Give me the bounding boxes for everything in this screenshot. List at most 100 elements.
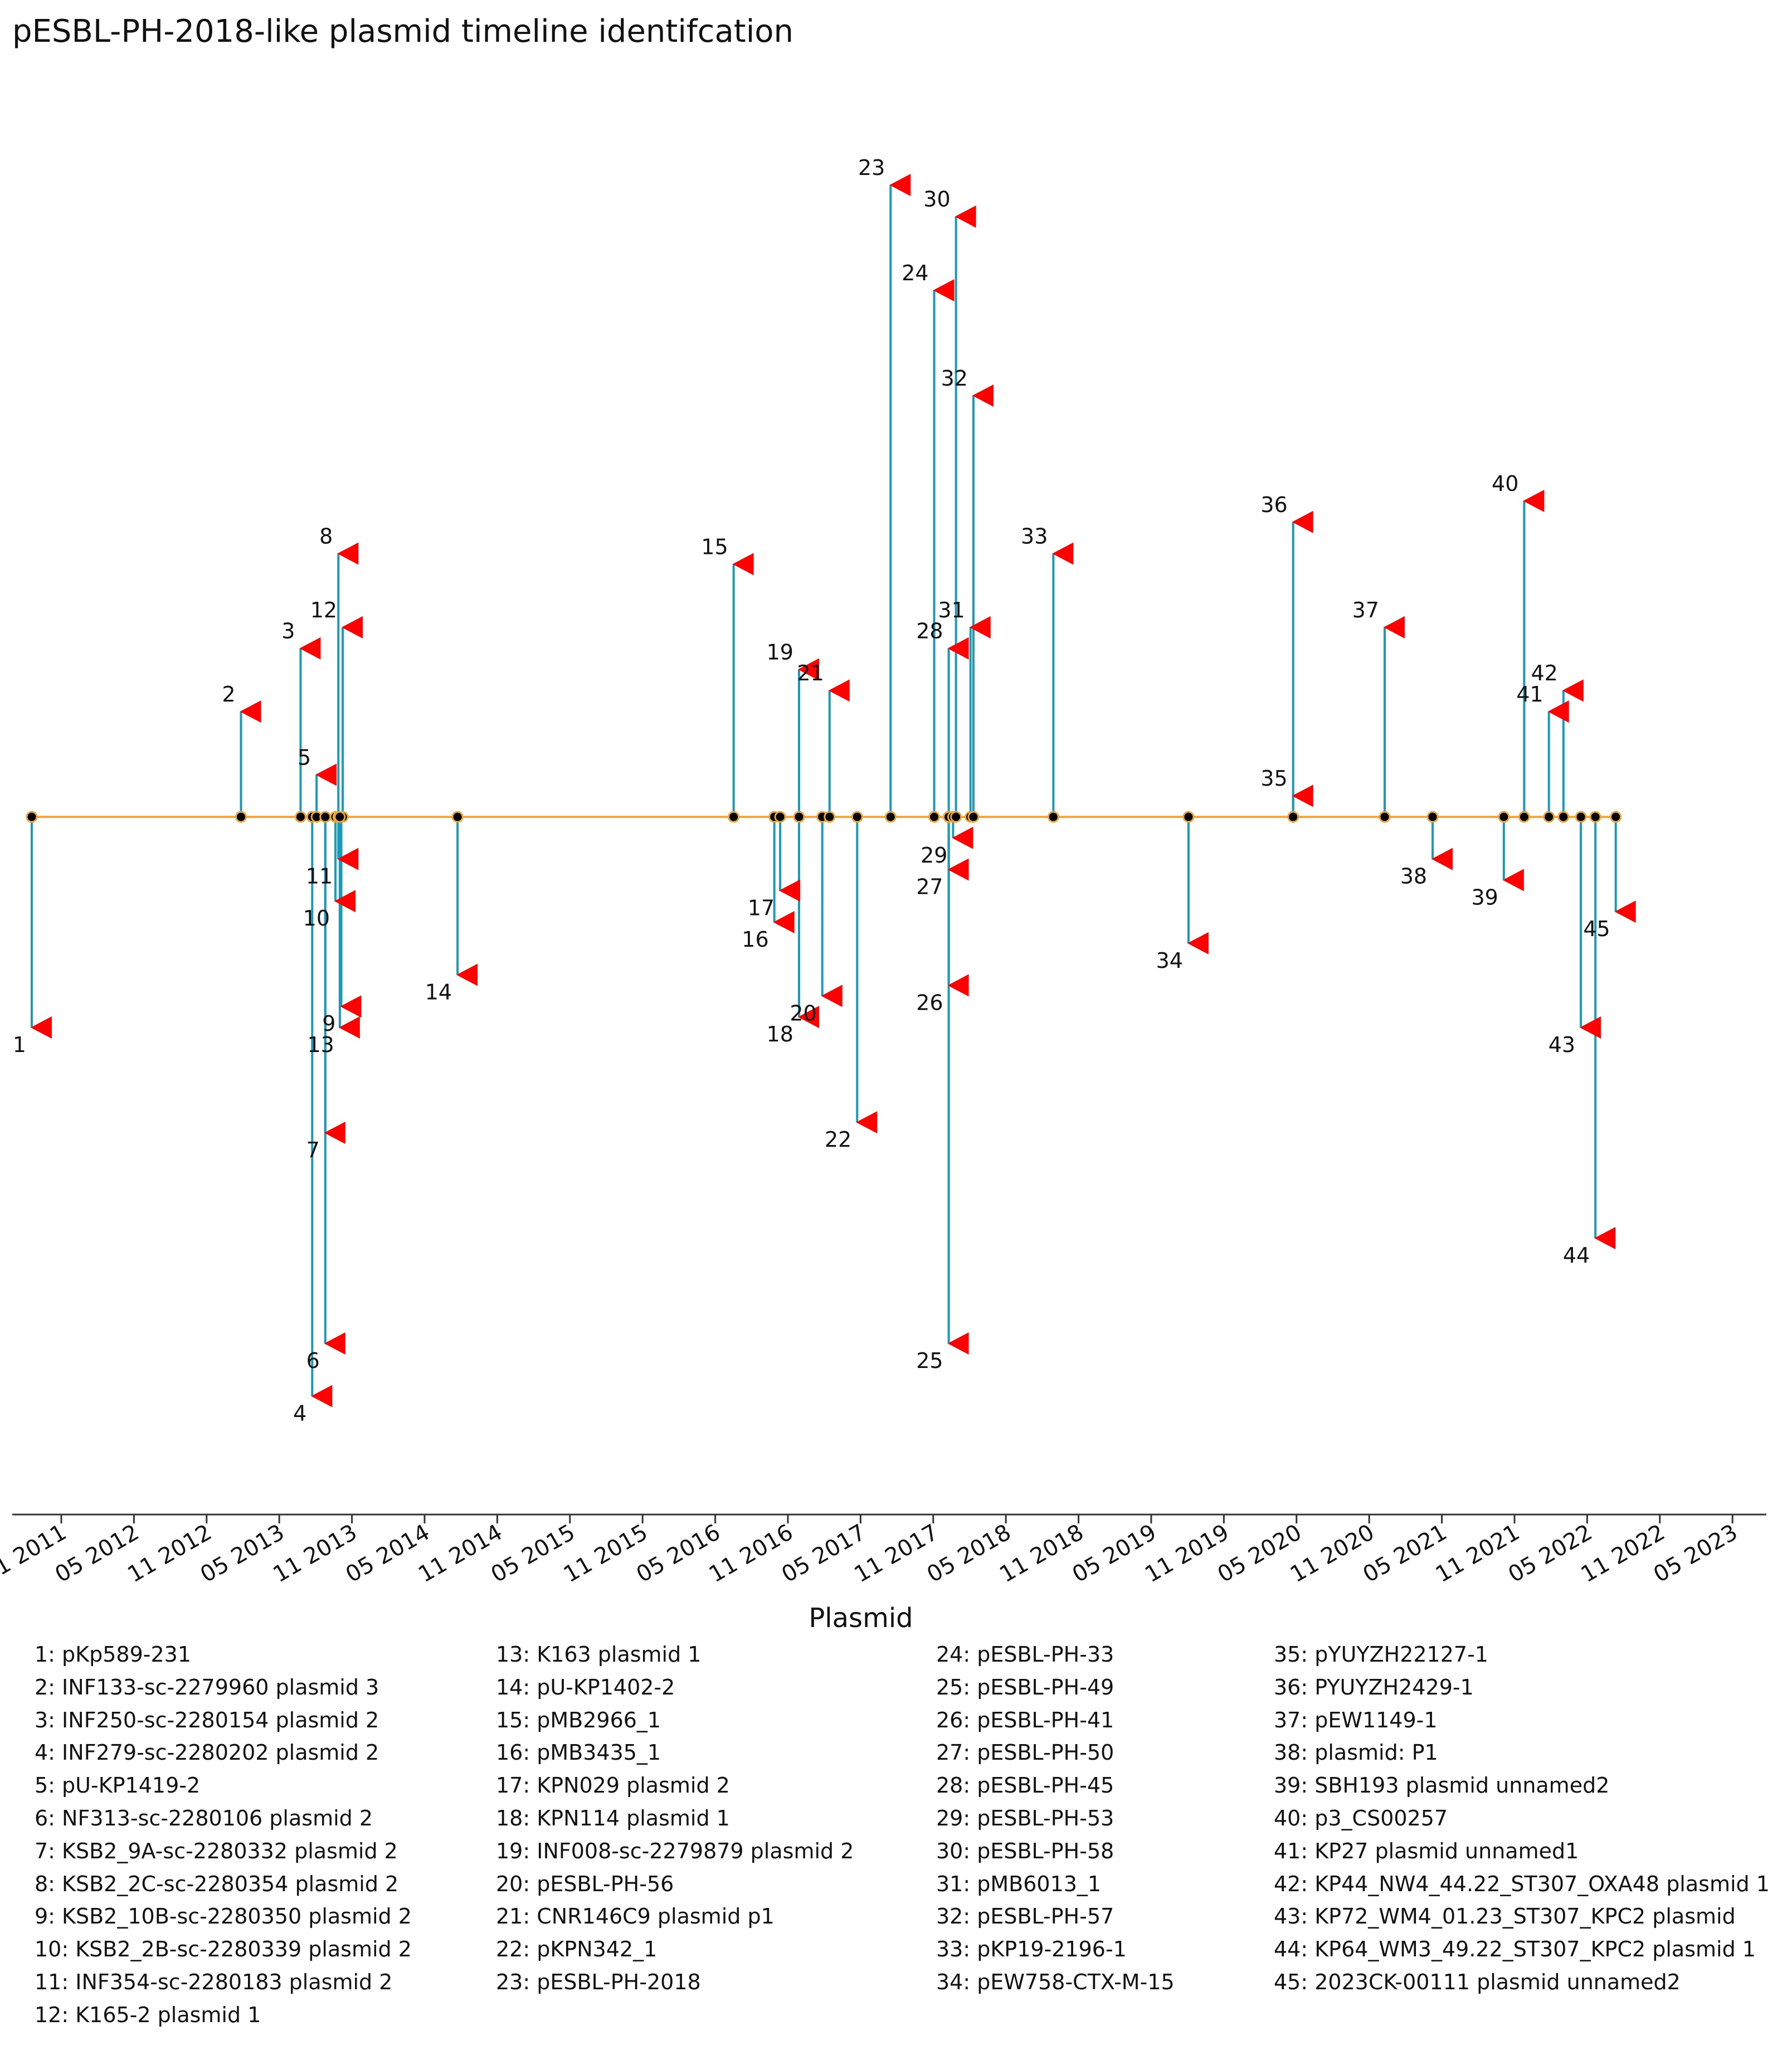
event-dot [1287, 811, 1299, 823]
event-marker [955, 205, 976, 228]
event-marker [779, 879, 801, 902]
legend-column: 24: pESBL-PH-33 25: pESBL-PH-49 26: pESBL-… [936, 1638, 1175, 1999]
event-marker [947, 974, 969, 997]
event-marker [1384, 616, 1405, 639]
x-tick-label: 11 2019 [1141, 1520, 1233, 1588]
x-tick-label: 05 2015 [487, 1520, 580, 1588]
legend-item: 16: pMB3435_1 [496, 1740, 661, 1765]
event-label: 13 [308, 1033, 334, 1057]
event-marker [1052, 542, 1074, 565]
x-tick-label: 05 2013 [196, 1520, 289, 1588]
legend-column: 35: pYUYZH22127-1 36: PYUYZH2429-1 37: pEW… [1274, 1638, 1770, 1999]
event-label: 42 [1531, 661, 1557, 685]
event-marker [1580, 1016, 1601, 1039]
event-label: 43 [1548, 1033, 1575, 1057]
legend-item: 33: pKP19-2196-1 [936, 1937, 1127, 1962]
event-dot [235, 811, 247, 823]
event-dot [1047, 811, 1059, 823]
event-label: 35 [1260, 766, 1287, 791]
event-marker [240, 700, 261, 723]
event-marker [299, 637, 321, 660]
event-marker [1594, 1227, 1616, 1249]
event-marker [337, 848, 359, 870]
event-label: 34 [1156, 948, 1183, 973]
event-marker [1523, 490, 1545, 512]
event-dot [26, 811, 38, 823]
event-label: 3 [281, 619, 295, 644]
event-label: 9 [322, 1011, 335, 1036]
event-marker [972, 384, 994, 407]
event-dot [1426, 811, 1439, 823]
legend-item: 3: INF250-sc-2280154 plasmid 2 [35, 1707, 379, 1732]
x-tick-label: 11 2022 [1577, 1520, 1669, 1588]
event-marker [315, 763, 337, 786]
event-label: 38 [1400, 864, 1427, 889]
legend-item: 29: pESBL-PH-53 [936, 1805, 1114, 1830]
x-tick-label: 11 2015 [559, 1520, 652, 1588]
event-label: 45 [1583, 917, 1610, 941]
event-dot [728, 811, 740, 823]
legend-column: 1: pKp589-231 2: INF133-sc-2279960 plasmi… [35, 1638, 412, 2032]
x-axis-label: Plasmid [809, 1603, 913, 1633]
event-label: 23 [858, 155, 885, 180]
event-marker [947, 637, 969, 660]
legend-item: 44: KP64_WM3_49.22_ST307_KPC2 plasmid 1 [1274, 1937, 1756, 1962]
event-dot [334, 811, 346, 823]
event-marker [324, 1332, 345, 1355]
event-marker [456, 963, 478, 986]
x-tick-label: 05 2018 [923, 1520, 1015, 1588]
event-marker [947, 858, 969, 881]
legend-item: 4: INF279-sc-2280202 plasmid 2 [35, 1740, 379, 1765]
event-label: 31 [938, 598, 965, 622]
event-marker [338, 1016, 360, 1039]
x-tick-label: 11 2014 [414, 1520, 507, 1588]
event-dot [884, 811, 897, 823]
legend-item: 32: pESBL-PH-57 [936, 1904, 1114, 1929]
event-marker [856, 1111, 878, 1134]
legend-item: 17: KPN029 plasmid 2 [496, 1773, 730, 1798]
legend-item: 41: KP27 plasmid unnamed1 [1274, 1838, 1579, 1863]
event-dot [967, 811, 980, 823]
x-tick-label: 05 2016 [632, 1520, 724, 1588]
event-label: 7 [306, 1138, 320, 1162]
legend-item: 37: pEW1149-1 [1274, 1707, 1438, 1732]
event-label: 36 [1260, 493, 1287, 517]
legend-item: 39: SBH193 plasmid unnamed2 [1274, 1773, 1610, 1798]
event-marker [969, 616, 991, 639]
legend-item: 19: INF008-sc-2279879 plasmid 2 [496, 1838, 854, 1863]
event-label: 27 [916, 875, 943, 899]
event-dot [774, 811, 786, 823]
event-label: 39 [1472, 885, 1498, 909]
legend-item: 20: pESBL-PH-56 [496, 1871, 674, 1896]
event-dot [1543, 811, 1555, 823]
event-dot [1182, 811, 1195, 823]
x-tick-label: 05 2017 [777, 1520, 870, 1588]
legend-item: 38: plasmid: P1 [1274, 1740, 1438, 1765]
event-marker [1292, 785, 1313, 807]
event-label: 22 [825, 1127, 851, 1152]
event-label: 40 [1492, 471, 1518, 496]
event-label: 17 [748, 895, 775, 920]
legend-item: 10: KSB2_2B-sc-2280339 plasmid 2 [35, 1937, 412, 1962]
event-label: 29 [921, 843, 947, 868]
event-marker [1431, 848, 1453, 870]
legend-item: 42: KP44_NW4_44.22_ST307_OXA48 plasmid 1 [1274, 1871, 1770, 1896]
event-label: 1 [13, 1033, 26, 1057]
event-marker [797, 1006, 819, 1029]
event-dot [1557, 811, 1570, 823]
event-marker [933, 279, 955, 301]
event-label: 25 [916, 1348, 943, 1373]
legend-item: 23: pESBL-PH-2018 [496, 1969, 701, 1994]
event-label: 2 [222, 682, 235, 707]
event-label: 26 [916, 990, 943, 1015]
event-dot [319, 811, 332, 823]
event-dot [928, 811, 941, 823]
event-dot [451, 811, 464, 823]
legend-item: 28: pESBL-PH-45 [936, 1773, 1114, 1798]
x-tick-label: 05 2012 [51, 1520, 143, 1588]
x-tick-label: 05 2014 [342, 1520, 434, 1588]
legend-item: 34: pEW758-CTX-M-15 [936, 1969, 1175, 1994]
event-marker [342, 616, 363, 639]
event-label: 16 [742, 927, 768, 952]
legend-item: 6: NF313-sc-2280106 plasmid 2 [35, 1805, 373, 1830]
